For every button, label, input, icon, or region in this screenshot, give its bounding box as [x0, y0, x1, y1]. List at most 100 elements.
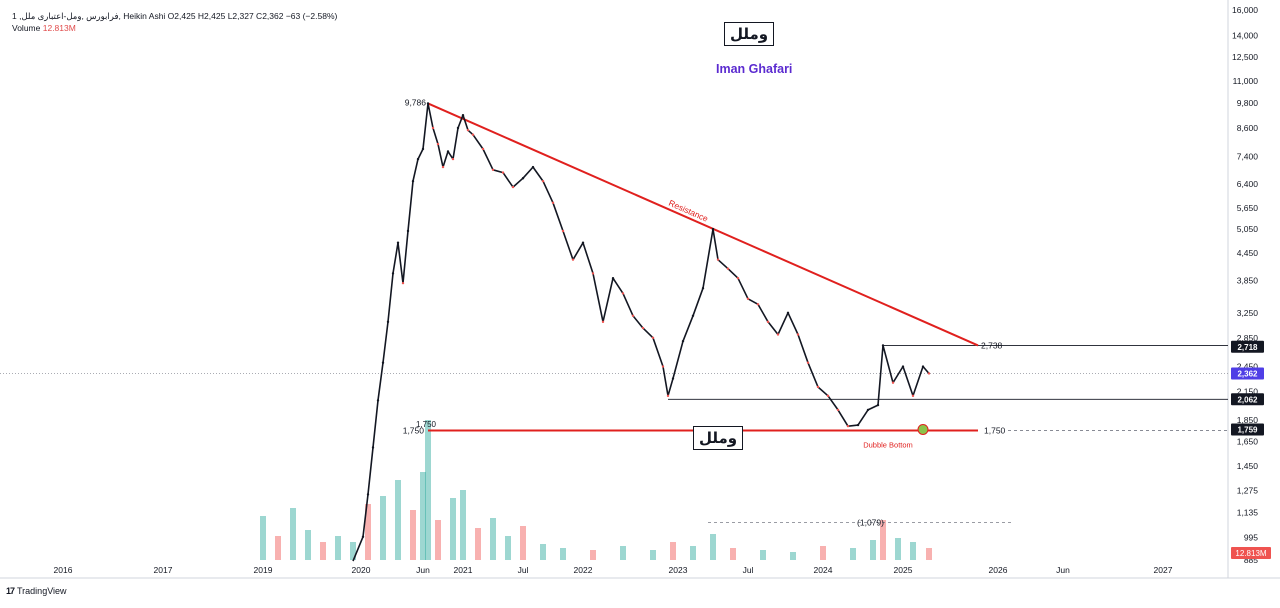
volume-bar	[790, 552, 796, 560]
top-level-label: 2,738	[981, 340, 1003, 350]
brand-logo-bottom: وملل	[693, 426, 744, 450]
price-point	[796, 333, 800, 336]
price-point	[711, 227, 715, 231]
price-badge-label: 2,062	[1237, 395, 1258, 404]
x-tick-label: 2027	[1154, 565, 1173, 575]
price-point	[491, 168, 495, 172]
x-tick-label: 2024	[814, 565, 833, 575]
price-point	[846, 424, 850, 428]
volume-bar	[260, 516, 266, 560]
price-point	[601, 320, 605, 324]
resistance-line[interactable]	[427, 102, 979, 347]
price-point	[786, 311, 790, 315]
volume-bar	[560, 548, 566, 560]
double-bottom-label: Dubble Bottom	[863, 440, 913, 449]
x-tick-label: 2023	[669, 565, 688, 575]
price-point	[451, 157, 455, 161]
volume-bar	[410, 510, 416, 560]
volume-bar	[290, 508, 296, 560]
price-badge-label: 2,718	[1237, 343, 1258, 352]
volume-bar	[425, 420, 431, 560]
x-tick-label: 2025	[894, 565, 913, 575]
volume-bar	[850, 548, 856, 560]
volume-bar	[926, 548, 932, 560]
symbol-header: 1 ,فرابورس ,ومل-اعتباری ملل, Heikin Ashi…	[12, 11, 338, 21]
price-point	[756, 303, 760, 306]
x-tick-label: Jun	[1056, 565, 1070, 575]
y-tick-label: 12,500	[1232, 52, 1258, 62]
double-bottom-marker[interactable]	[917, 423, 929, 435]
y-tick-label: 2,450	[1237, 362, 1259, 372]
volume-label: Volume	[12, 23, 41, 33]
volume-bar	[880, 520, 886, 560]
price-point	[641, 326, 645, 330]
price-point	[866, 408, 870, 412]
y-tick-label: 2,150	[1237, 386, 1259, 396]
price-point	[631, 314, 635, 317]
y-tick-label: 9,800	[1237, 98, 1259, 108]
price-point	[621, 292, 625, 295]
price-point	[416, 157, 420, 161]
y-tick-label: 1,650	[1237, 437, 1259, 447]
price-point	[456, 126, 460, 130]
price-point	[446, 150, 450, 153]
volume-badge	[1231, 547, 1271, 559]
price-point	[856, 423, 860, 427]
volume-bar	[895, 538, 901, 560]
price-badge	[1231, 423, 1264, 436]
support-extension-label: 1,750	[984, 425, 1006, 435]
volume-bar	[540, 544, 546, 560]
price-point	[826, 394, 830, 398]
price-point	[746, 297, 750, 300]
tradingview-logo[interactable]: 17 TradingView	[6, 586, 67, 596]
y-tick-label: 14,000	[1232, 30, 1258, 40]
price-point	[541, 179, 545, 183]
price-point	[481, 147, 485, 151]
y-tick-label: 4,450	[1237, 248, 1259, 258]
price-point	[406, 229, 410, 233]
price-point	[911, 394, 915, 398]
volume-bar	[305, 530, 311, 560]
price-point	[581, 241, 585, 244]
price-point	[431, 126, 435, 130]
price-point	[521, 177, 525, 180]
x-tick-label: Jun	[416, 565, 430, 575]
price-point	[371, 446, 375, 449]
volume-bar	[435, 520, 441, 560]
volume-value: 12.813M	[42, 23, 76, 33]
price-point	[396, 241, 400, 244]
high-price-label: 9,786	[405, 97, 427, 107]
x-tick-label: 2019	[254, 565, 273, 575]
price-point	[891, 381, 895, 384]
price-point	[816, 385, 820, 389]
y-tick-label: 11,000	[1233, 76, 1259, 86]
price-point	[571, 258, 575, 261]
y-tick-label: 1,275	[1237, 486, 1259, 496]
price-point	[736, 277, 740, 280]
volume-bar	[490, 518, 496, 560]
volume-bar	[335, 536, 341, 560]
price-point	[651, 336, 655, 339]
volume-bar	[730, 548, 736, 560]
volume-spike-label: 1,750	[416, 420, 437, 429]
ohlc-line: Heikin Ashi O2,425 H2,425 L2,327 C2,362 …	[123, 11, 338, 21]
price-point	[426, 102, 430, 105]
price-point	[401, 281, 405, 285]
price-point	[466, 128, 470, 132]
price-badge	[1231, 367, 1264, 380]
price-point	[681, 339, 685, 343]
volume-bar	[690, 546, 696, 560]
y-tick-label: 5,050	[1237, 224, 1259, 234]
y-tick-label: 3,250	[1237, 308, 1259, 318]
price-line[interactable]	[352, 102, 930, 562]
price-point	[611, 277, 615, 280]
price-point	[876, 403, 880, 407]
y-tick-label: 885	[1244, 555, 1258, 565]
price-point	[661, 365, 665, 368]
price-point	[927, 372, 931, 375]
price-point	[441, 165, 445, 169]
price-point	[776, 333, 780, 336]
y-tick-label: 3,850	[1237, 276, 1259, 286]
